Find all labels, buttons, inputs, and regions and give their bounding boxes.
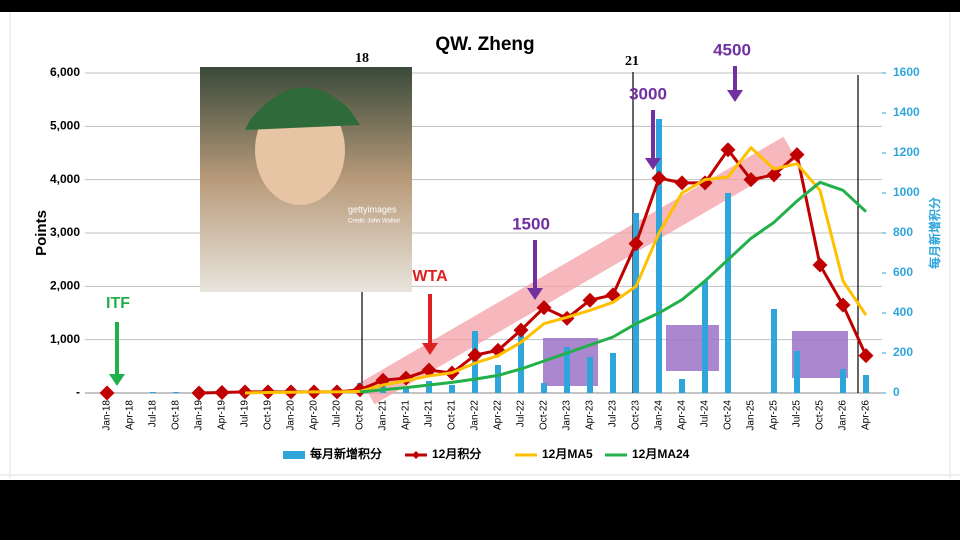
y-tick-label: 1,000 bbox=[50, 332, 80, 346]
sheet-grid bbox=[0, 12, 960, 478]
x-tick-label: Jul-23 bbox=[608, 400, 619, 428]
y-tick-label: 2,000 bbox=[50, 279, 80, 293]
y-tick-label: 3,000 bbox=[50, 225, 80, 239]
x-tick-label: Oct-22 bbox=[539, 400, 550, 430]
legend-label: 每月新增积分 bbox=[310, 446, 382, 461]
legend-marker bbox=[412, 451, 420, 459]
y2-tick-label: 200 bbox=[893, 345, 913, 359]
x-tick-label: Jan-21 bbox=[378, 400, 389, 431]
x-tick-label: Jan-26 bbox=[838, 400, 849, 431]
legend-label: 12月积分 bbox=[432, 446, 481, 461]
x-tick-label: Jul-22 bbox=[516, 400, 527, 428]
y2-tick-label: 1000 bbox=[893, 185, 920, 199]
arrow-head bbox=[727, 90, 743, 102]
x-tick-label: Oct-25 bbox=[815, 400, 826, 430]
bar bbox=[679, 379, 685, 393]
x-tick-label: Apr-26 bbox=[861, 400, 872, 430]
arrow-head bbox=[527, 288, 543, 300]
y2-axis-label: 每月新增积分 bbox=[927, 197, 942, 269]
bar bbox=[150, 392, 156, 393]
arrow-head bbox=[422, 343, 438, 355]
bar bbox=[610, 353, 616, 393]
annotation: 18 bbox=[355, 51, 369, 66]
y2-tick-label: 1400 bbox=[893, 105, 920, 119]
x-tick-label: Jan-19 bbox=[194, 400, 205, 431]
highlight-box bbox=[666, 325, 719, 371]
annotation: 3000 bbox=[629, 84, 667, 103]
y2-tick-label: 400 bbox=[893, 305, 913, 319]
y-tick-label: 6,000 bbox=[50, 65, 80, 79]
x-tick-label: Oct-20 bbox=[355, 400, 366, 430]
line bbox=[244, 146, 868, 395]
photo-credit: Credit: John Walton bbox=[348, 219, 400, 225]
legend-swatch bbox=[283, 451, 305, 459]
y-axis-label: Points bbox=[33, 210, 50, 256]
y-tick-label: 4,000 bbox=[50, 172, 80, 186]
photo-watermark: gettyimages bbox=[348, 204, 397, 214]
chart-title: QW. Zheng bbox=[435, 34, 534, 55]
legend-label: 12月MA24 bbox=[632, 447, 690, 461]
x-tick-label: Jul-19 bbox=[240, 400, 251, 428]
y2-tick-label: 800 bbox=[893, 225, 913, 239]
annotation: 4500 bbox=[713, 40, 751, 59]
bar bbox=[840, 369, 846, 393]
x-tick-label: Jan-23 bbox=[562, 400, 573, 431]
x-tick-label: Apr-25 bbox=[769, 400, 780, 430]
x-tick-label: Oct-24 bbox=[723, 400, 734, 430]
bar bbox=[541, 383, 547, 393]
arrow-head bbox=[109, 374, 125, 386]
legend-label: 12月MA5 bbox=[542, 447, 593, 461]
annotation: 21 bbox=[625, 54, 639, 69]
y2-tick-label: 1200 bbox=[893, 145, 920, 159]
x-tick-label: Jul-18 bbox=[148, 400, 159, 428]
x-tick-label: Oct-19 bbox=[263, 400, 274, 430]
x-tick-label: Jul-25 bbox=[792, 400, 803, 428]
arrow-head bbox=[645, 158, 661, 170]
bar bbox=[173, 392, 179, 393]
x-tick-label: Jul-20 bbox=[332, 400, 343, 428]
x-tick-label: Apr-18 bbox=[125, 400, 136, 430]
highlight-box bbox=[792, 331, 848, 378]
x-tick-label: Apr-21 bbox=[401, 400, 412, 430]
annotation: ITF bbox=[106, 295, 130, 312]
x-tick-label: Oct-18 bbox=[171, 400, 182, 430]
annotation: WTA bbox=[412, 268, 448, 285]
line bbox=[359, 180, 868, 394]
x-tick-label: Jan-25 bbox=[746, 400, 757, 431]
x-tick-label: Jul-21 bbox=[424, 400, 435, 428]
bar bbox=[771, 309, 777, 393]
bar bbox=[104, 391, 110, 393]
photo-cap bbox=[245, 87, 360, 130]
bar bbox=[702, 281, 708, 393]
bar bbox=[863, 375, 869, 393]
x-tick-label: Oct-21 bbox=[447, 400, 458, 430]
bar bbox=[426, 381, 432, 393]
annotation: 1500 bbox=[512, 214, 550, 233]
x-tick-label: Apr-24 bbox=[677, 400, 688, 430]
y2-tick-label: 0 bbox=[893, 385, 900, 399]
bar bbox=[725, 193, 731, 393]
x-tick-label: Oct-23 bbox=[631, 400, 642, 430]
x-tick-label: Jan-24 bbox=[654, 400, 665, 431]
y2-tick-label: 1600 bbox=[893, 65, 920, 79]
x-tick-label: Apr-20 bbox=[309, 400, 320, 430]
bar bbox=[587, 357, 593, 393]
x-tick-label: Jan-22 bbox=[470, 400, 481, 431]
bar bbox=[449, 385, 455, 393]
x-tick-label: Apr-22 bbox=[493, 400, 504, 430]
x-tick-label: Jan-18 bbox=[102, 400, 113, 431]
x-tick-label: Jan-20 bbox=[286, 400, 297, 431]
y-tick-label: - bbox=[76, 385, 80, 399]
x-tick-label: Apr-23 bbox=[585, 400, 596, 430]
y2-tick-label: 600 bbox=[893, 265, 913, 279]
x-tick-label: Jul-24 bbox=[700, 400, 711, 428]
bar bbox=[794, 351, 800, 393]
x-tick-label: Apr-19 bbox=[217, 400, 228, 430]
y-tick-label: 5,000 bbox=[50, 119, 80, 133]
bar bbox=[495, 365, 501, 393]
